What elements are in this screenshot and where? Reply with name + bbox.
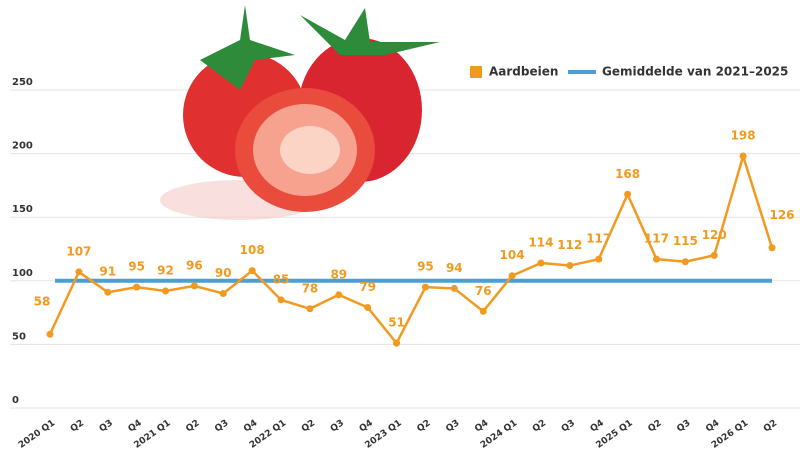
data-label: 126	[769, 208, 794, 222]
data-point	[739, 152, 747, 160]
data-point	[46, 330, 54, 338]
data-label: 94	[446, 261, 463, 275]
x-tick-label: Q2	[762, 418, 779, 434]
x-tick-label: Q4	[242, 418, 259, 434]
data-label: 58	[34, 295, 51, 309]
x-tick-label: Q3	[329, 418, 346, 434]
data-label: 117	[644, 232, 669, 246]
data-point	[248, 267, 256, 275]
data-label: 85	[273, 272, 290, 286]
y-tick-label: 250	[12, 77, 33, 88]
data-point	[421, 283, 429, 291]
y-tick-label: 150	[12, 204, 33, 215]
x-tick-label: Q4	[358, 418, 375, 434]
data-point	[219, 290, 227, 298]
data-label: 51	[388, 316, 405, 330]
data-label: 120	[702, 228, 727, 242]
y-tick-label: 50	[12, 331, 26, 342]
y-tick-label: 0	[12, 395, 19, 406]
data-label: 168	[615, 167, 640, 181]
data-point	[75, 268, 83, 276]
data-point	[133, 283, 141, 291]
x-tick-label: Q2	[184, 418, 201, 434]
data-label: 107	[66, 244, 91, 258]
x-tick-label: Q4	[704, 418, 721, 434]
data-point	[566, 262, 574, 270]
data-point	[393, 339, 401, 347]
data-point	[595, 255, 603, 263]
data-point	[624, 190, 632, 198]
y-tick-label: 200	[12, 141, 33, 152]
data-label: 104	[500, 248, 525, 262]
data-label: 115	[673, 234, 698, 248]
data-point	[768, 244, 776, 252]
x-tick-label: Q2	[531, 418, 548, 434]
x-tick-label: Q2	[415, 418, 432, 434]
data-point	[450, 284, 458, 292]
data-point	[277, 296, 285, 304]
data-label: 92	[157, 263, 174, 277]
data-point	[190, 282, 198, 290]
x-tick-label: Q2	[646, 418, 663, 434]
x-tick-label: Q2	[69, 418, 86, 434]
x-tick-label: Q3	[213, 418, 230, 434]
y-tick-label: 100	[12, 268, 33, 279]
data-point	[479, 307, 487, 315]
legend-swatch	[470, 66, 482, 78]
data-label: 78	[302, 281, 319, 295]
x-tick-label: Q3	[560, 418, 577, 434]
data-point	[306, 305, 314, 313]
data-label: 76	[475, 284, 492, 298]
data-point	[104, 288, 112, 296]
legend-label: Gemiddelde van 2021–2025	[602, 65, 788, 79]
data-point	[162, 287, 170, 295]
data-point	[652, 255, 660, 263]
data-label: 108	[240, 243, 265, 257]
x-tick-label: Q3	[98, 418, 115, 434]
data-label: 90	[215, 266, 232, 280]
data-label: 112	[557, 238, 582, 252]
data-label: 114	[528, 235, 553, 249]
data-point	[335, 291, 343, 299]
data-label: 89	[330, 267, 347, 281]
data-label: 96	[186, 258, 203, 272]
data-line	[48, 151, 774, 346]
x-tick-label: Q3	[444, 418, 461, 434]
data-label: 91	[99, 265, 116, 279]
legend-label: Aardbeien	[489, 65, 558, 79]
x-tick-label: Q3	[675, 418, 692, 434]
data-label: 95	[417, 260, 434, 274]
x-tick-label: Q2	[300, 418, 317, 434]
data-label: 79	[359, 280, 376, 294]
data-point	[537, 259, 545, 267]
data-label: 95	[128, 260, 145, 274]
x-tick-label: Q4	[589, 418, 606, 434]
data-point	[710, 251, 718, 259]
strawberry-illustration	[160, 5, 440, 220]
x-tick-label: Q4	[127, 418, 144, 434]
data-label: 117	[586, 232, 611, 246]
data-point	[508, 272, 516, 280]
data-label: 198	[731, 129, 756, 143]
data-point	[681, 258, 689, 266]
data-point	[364, 304, 372, 312]
x-tick-label: Q4	[473, 418, 490, 434]
x-tick-label: 2020 Q1	[17, 418, 57, 450]
